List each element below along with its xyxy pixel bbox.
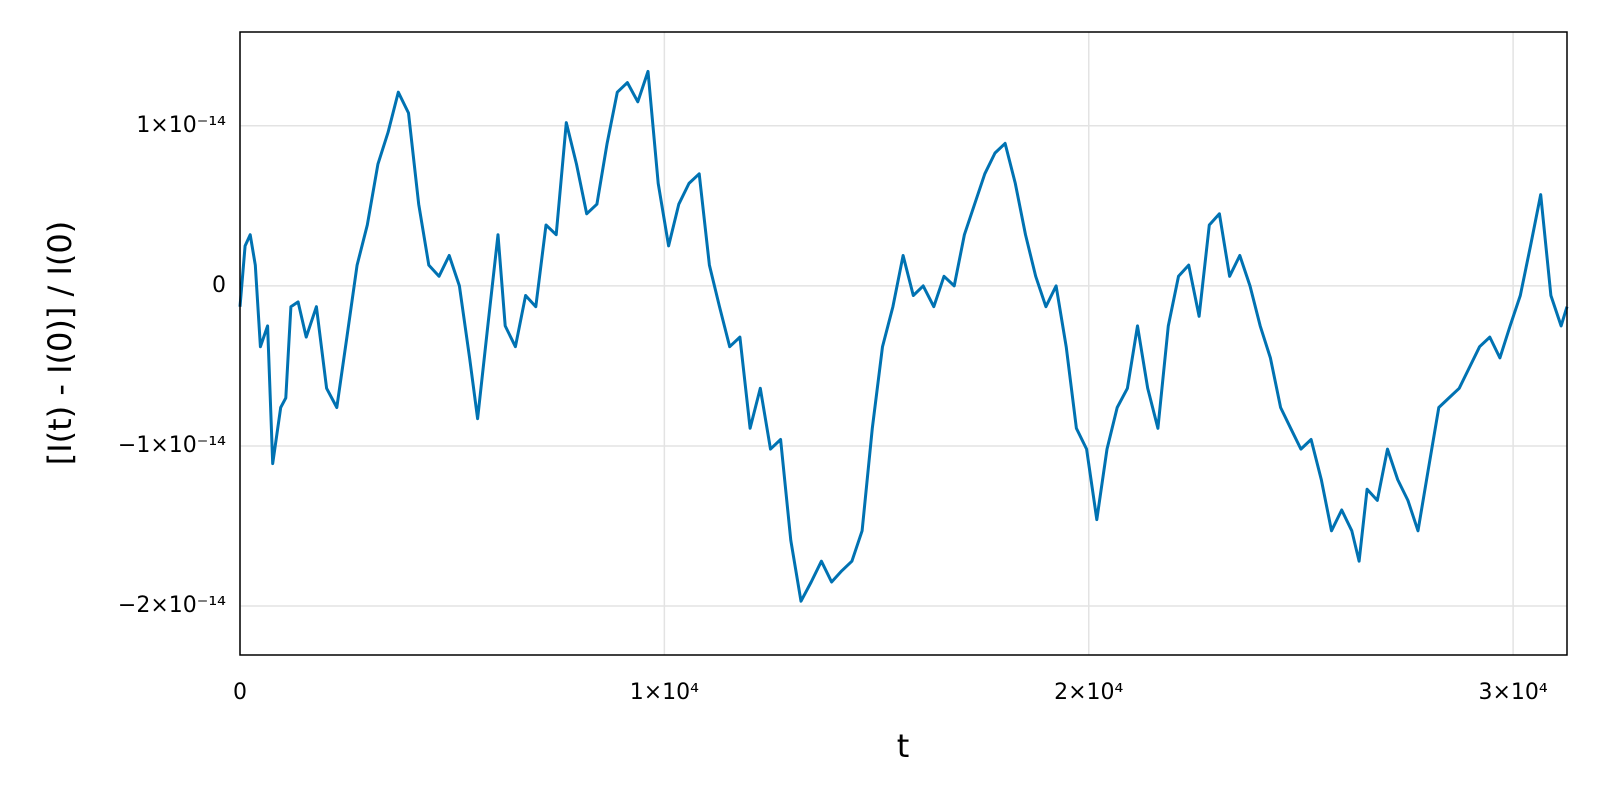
y-tick-label: 0 [212,273,226,298]
y-tick-label: 1×10⁻¹⁴ [136,113,226,138]
x-tick-label: 0 [233,680,247,705]
x-tick-label: 2×10⁴ [1054,680,1123,705]
x-axis-title: t [897,727,910,765]
data-line [238,69,1569,603]
y-tick-label: −1×10⁻¹⁴ [118,433,226,458]
x-tick-label: 3×10⁴ [1478,680,1547,705]
plot-frame [239,31,1568,656]
y-tick-label: −2×10⁻¹⁴ [118,593,226,618]
x-tick-label: 1×10⁴ [630,680,699,705]
y-axis-title: [I(t) - I(0)] / I(0) [41,221,79,465]
